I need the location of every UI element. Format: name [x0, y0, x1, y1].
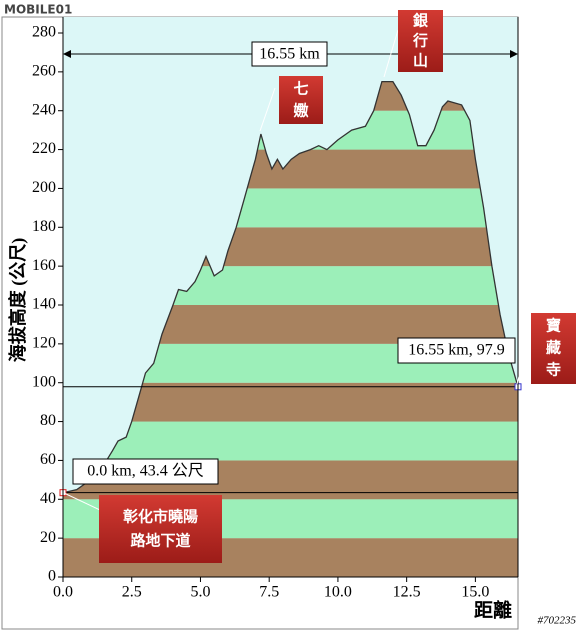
- callout-text: 七: [293, 80, 308, 98]
- y-tick-label: 100: [32, 373, 56, 390]
- x-tick-label: 15.0: [461, 584, 489, 601]
- callout-text: 藏: [546, 339, 561, 357]
- callout-text: 寶: [546, 317, 561, 335]
- y-tick-label: 240: [32, 101, 56, 118]
- elevation-line: [62, 80, 519, 494]
- callout-text: 嫐: [293, 102, 308, 120]
- y-axis-title: 海拔高度 (公尺): [7, 238, 29, 363]
- label-box: [397, 337, 516, 364]
- callout-text: 銀: [413, 12, 428, 30]
- y-tick-label: 40: [40, 490, 56, 507]
- label-box: [72, 458, 219, 485]
- start-label: 0.0 km, 43.4 公尺: [87, 463, 203, 480]
- y-tick-label: 280: [32, 24, 56, 41]
- y-tick-label: 80: [40, 412, 56, 429]
- callout-text: 行: [412, 32, 428, 50]
- y-tick-label: 60: [40, 451, 56, 468]
- span-box: [251, 41, 328, 67]
- x-tick-label: 7.5: [259, 584, 279, 601]
- callout-text: 山: [413, 52, 428, 70]
- y-tick-label: 160: [32, 257, 56, 274]
- x-tick-label: 5.0: [190, 584, 210, 601]
- image-id: #702235: [538, 615, 577, 627]
- y-tick-label: 180: [32, 218, 56, 235]
- callout-text: 路地下道: [130, 532, 190, 550]
- end-label: 16.55 km, 97.9: [408, 342, 504, 359]
- x-tick-label: 0.0: [53, 584, 73, 601]
- span-label: 16.55 km: [259, 46, 320, 63]
- callout: 寶 藏 寺: [516, 313, 576, 385]
- y-tick-label: 120: [32, 335, 56, 352]
- y-tick-label: 220: [32, 140, 56, 157]
- callout-text: 寺: [546, 361, 561, 379]
- y-tick-label: 260: [32, 63, 56, 80]
- watermark: MOBILE01: [4, 3, 72, 17]
- callout: 銀 行 山: [383, 10, 443, 78]
- y-tick-label: 140: [32, 296, 56, 313]
- callout-text: 彰化市曉陽: [123, 508, 198, 526]
- x-tick-label: 10.0: [324, 584, 352, 601]
- band: [63, 421, 518, 461]
- x-tick-label: 2.5: [122, 584, 142, 601]
- x-axis-title: 距離: [474, 598, 512, 621]
- y-tick-label: 20: [40, 529, 56, 546]
- callout: 七 嫐: [259, 76, 323, 132]
- callout: 彰化市曉陽 路地下道: [63, 492, 222, 563]
- y-tick-label: 0: [48, 568, 56, 585]
- x-tick-label: 12.5: [393, 584, 421, 601]
- y-tick-label: 200: [32, 179, 56, 196]
